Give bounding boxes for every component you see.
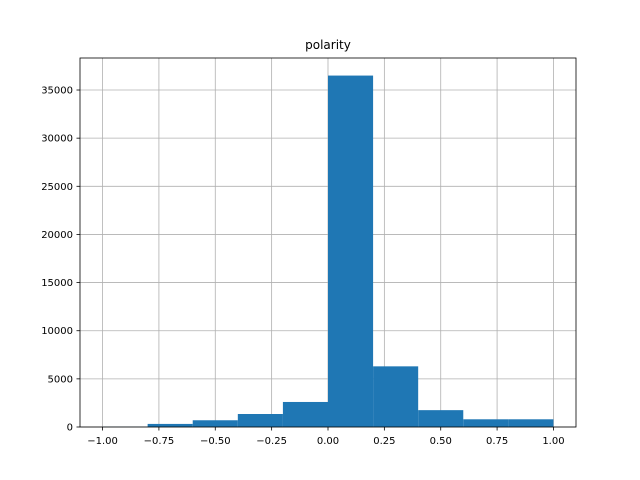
x-tick-label: −0.25	[256, 436, 287, 447]
x-tick-label: 0.25	[373, 436, 395, 447]
histogram-bar	[373, 366, 419, 427]
y-tick-label: 20000	[41, 230, 73, 241]
y-tick-label: 35000	[41, 86, 73, 97]
histogram-bar	[508, 419, 554, 427]
histogram-bar	[237, 414, 283, 427]
y-tick-label: 10000	[41, 326, 73, 337]
x-tick-label: 0.75	[486, 436, 508, 447]
x-tick-label: −0.75	[144, 436, 175, 447]
histogram-bar	[282, 401, 328, 427]
y-tick-label: 0	[67, 423, 73, 434]
x-tick-label: −0.50	[200, 436, 231, 447]
y-tick-label: 30000	[41, 134, 73, 145]
x-tick-label: 1.00	[542, 436, 564, 447]
histogram-bar	[147, 423, 193, 427]
histogram-bar	[418, 410, 464, 427]
histogram-bar	[192, 420, 238, 427]
x-tick-label: 0.50	[430, 436, 452, 447]
histogram-bar	[463, 419, 509, 427]
y-tick-label: 5000	[48, 374, 73, 385]
chart-title: polarity	[305, 38, 351, 52]
histogram-bar	[328, 75, 374, 428]
x-tick-label: 0.00	[317, 436, 339, 447]
bars	[102, 75, 554, 428]
x-tick-label: −1.00	[87, 436, 118, 447]
y-tick-label: 15000	[41, 278, 73, 289]
axes: −1.00 −0.75 −0.50 −0.25 0.00 0.25 0.50 0.75 1.00…	[41, 57, 577, 447]
y-tick-label: 25000	[41, 182, 73, 193]
